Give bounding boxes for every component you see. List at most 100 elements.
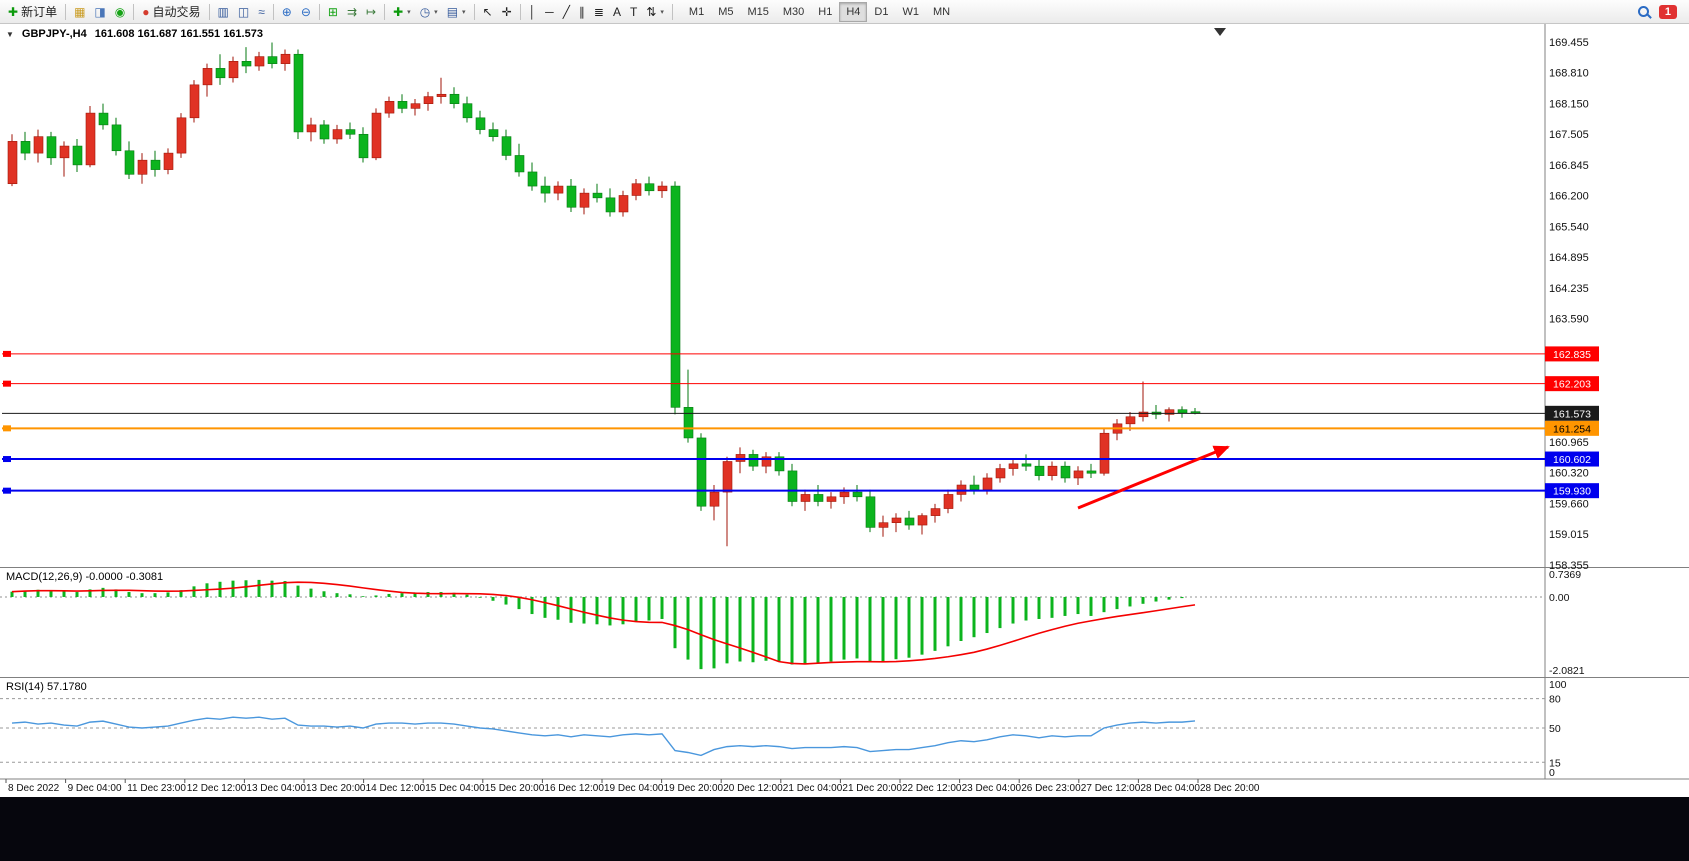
chevron-down-icon: ▾ [407,8,411,16]
zoom-out-button[interactable]: ⊖ [297,2,315,22]
price-badge [1545,483,1599,499]
svg-text:14 Dec 12:00: 14 Dec 12:00 [366,783,426,794]
symbol-period-label: GBPJPY-,H4 [21,28,87,40]
svg-text:158.355: 158.355 [1549,560,1589,572]
toolbar-buttons: ✚ 新订单 ▦ ◨ ◉ ● 自动交易 ▥ ◫ ≈ ⊕ ⊖ ⊞ ⇉ ↦ ✚ ▾ ◷ ▾ ▤ ▾ ↖ ✛ │ ─ ╱ ∥ ≣ A T ⇅ ▾ [4,2,676,22]
notification-badge[interactable]: 1 [1658,4,1677,19]
chart-shift-button[interactable]: ↦ [362,2,380,22]
timeframe-m30-button[interactable]: M30 [776,2,811,22]
broadcast-icon: ◉ [114,4,126,19]
toolbar: ✚ 新订单 ▦ ◨ ◉ ● 自动交易 ▥ ◫ ≈ ⊕ ⊖ ⊞ ⇉ ↦ ✚ ▾ ◷ ▾ ▤ ▾ ↖ ✛ │ ─ ╱ ∥ ≣ A T ⇅ ▾ M1… [0,0,1689,24]
profiles-icon: ◨ [94,4,106,19]
auto-scroll-icon: ⇉ [346,4,358,19]
timeframe-d1-button[interactable]: D1 [867,2,895,22]
timeframe-h4-button[interactable]: H4 [839,1,868,22]
svg-text:12 Dec 12:00: 12 Dec 12:00 [187,783,247,794]
chart-menu-arrow-icon[interactable]: ▼ [6,29,14,39]
timeframe-mn-button[interactable]: MN [926,2,957,22]
svg-text:22 Dec 12:00: 22 Dec 12:00 [902,783,962,794]
price-axis: 169.455 168.810 168.150 167.505 166.845 166.2… [1549,37,1589,572]
tile-windows-button[interactable]: ⊞ [324,2,342,22]
svg-text:15: 15 [1549,757,1561,769]
svg-text:50: 50 [1549,723,1561,735]
chart-title: ▼ GBPJPY-,H4 161.608 161.687 161.551 161… [6,28,263,40]
timeframe-bar: M1 M5 M15 M30 H1 H4 D1 W1 MN [682,1,957,22]
svg-text:166.200: 166.200 [1549,190,1589,202]
toolbar-separator [473,3,475,20]
market-broadcast-button[interactable]: ◉ [111,2,129,22]
arrows-button[interactable]: ⇅ ▾ [642,2,668,22]
svg-text:0.7369: 0.7369 [1549,569,1581,581]
svg-text:8 Dec 2022: 8 Dec 2022 [8,783,60,794]
svg-text:15 Dec 20:00: 15 Dec 20:00 [485,783,545,794]
timeframe-w1-button[interactable]: W1 [895,2,926,22]
crosshair-icon: ✛ [501,4,512,19]
horizontal-line-button[interactable]: ─ [541,2,558,22]
channel-button[interactable]: ∥ [575,2,589,22]
footer-band [0,797,1689,861]
trendline-button[interactable]: ╱ [559,2,574,22]
templates-button[interactable]: ▤ ▾ [443,2,470,22]
time-axis: 8 Dec 2022 9 Dec 04:00 11 Dec 23:00 12 Dec … [5,779,1260,794]
hline-handle[interactable] [3,425,11,432]
ohlc-values: 161.608 161.687 161.551 161.573 [94,28,263,40]
svg-text:26 Dec 23:00: 26 Dec 23:00 [1021,783,1081,794]
profiles-button[interactable]: ◨ [90,2,109,22]
hline-handle[interactable] [3,487,11,494]
macd-pane: 0.7369 0.00 -2.0821 [0,569,1585,677]
trend-arrow[interactable] [1077,445,1230,510]
svg-text:168.810: 168.810 [1549,68,1589,80]
text-button[interactable]: A [609,2,625,22]
candles [7,42,1201,547]
candlestick-icon: ◫ [237,4,250,19]
line-chart-button[interactable]: ≈ [254,2,269,22]
auto-trading-button[interactable]: ● 自动交易 [138,2,204,22]
svg-text:19 Dec 20:00: 19 Dec 20:00 [664,783,724,794]
svg-text:165.540: 165.540 [1549,222,1589,234]
candlestick-chart-button[interactable]: ◫ [234,2,253,22]
timeframe-m1-button[interactable]: M1 [682,2,711,22]
svg-text:159.015: 159.015 [1549,529,1589,541]
macd-indicator-label: MACD(12,26,9) -0.0000 -0.3081 [6,571,164,583]
hline-handle[interactable] [3,456,11,463]
search-icon[interactable] [1637,6,1649,17]
crosshair-button[interactable]: ✛ [498,2,516,22]
periods-button[interactable]: ◷ ▾ [416,2,442,22]
price-badge [1545,346,1599,362]
zoom-in-button[interactable]: ⊕ [278,2,296,22]
auto-scroll-button[interactable]: ⇉ [343,2,361,22]
svg-text:159.660: 159.660 [1549,498,1589,510]
rsi-pane: 100 80 50 150 [0,679,1567,779]
timeframe-h1-button[interactable]: H1 [811,2,839,22]
chevron-down-icon: ▾ [434,8,438,16]
svg-text:163.590: 163.590 [1549,313,1589,325]
indicators-button[interactable]: ✚ ▾ [389,2,415,22]
hline-handle[interactable] [3,350,11,357]
label-button[interactable]: T [626,2,641,22]
fibonacci-button[interactable]: ≣ [590,2,608,22]
svg-text:164.235: 164.235 [1549,283,1589,295]
text-icon: A [612,4,621,19]
svg-text:160.320: 160.320 [1549,467,1589,479]
svg-text:162.835: 162.835 [1553,349,1591,361]
timeframe-m5-button[interactable]: M5 [711,2,740,22]
cursor-button[interactable]: ↖ [479,2,497,22]
new-order-button[interactable]: ✚ 新订单 [4,2,61,22]
vertical-line-button[interactable]: │ [525,2,541,22]
price-badge [1545,405,1599,421]
toolbar-separator [519,3,521,20]
fibonacci-icon: ≣ [593,4,604,19]
svg-text:168.150: 168.150 [1549,99,1589,111]
price-badge [1545,376,1599,392]
svg-text:19 Dec 04:00: 19 Dec 04:00 [604,783,664,794]
svg-text:162.203: 162.203 [1553,379,1591,391]
svg-text:11 Dec 23:00: 11 Dec 23:00 [127,783,186,794]
hline-handle[interactable] [3,380,11,387]
charts-window-button[interactable]: ▦ [70,2,89,22]
pane-borders [0,24,1689,780]
template-icon: ▤ [446,4,459,19]
timeframe-m15-button[interactable]: M15 [740,2,775,22]
zoom-out-icon: ⊖ [300,4,311,19]
bar-chart-type-button[interactable]: ▥ [214,2,233,22]
